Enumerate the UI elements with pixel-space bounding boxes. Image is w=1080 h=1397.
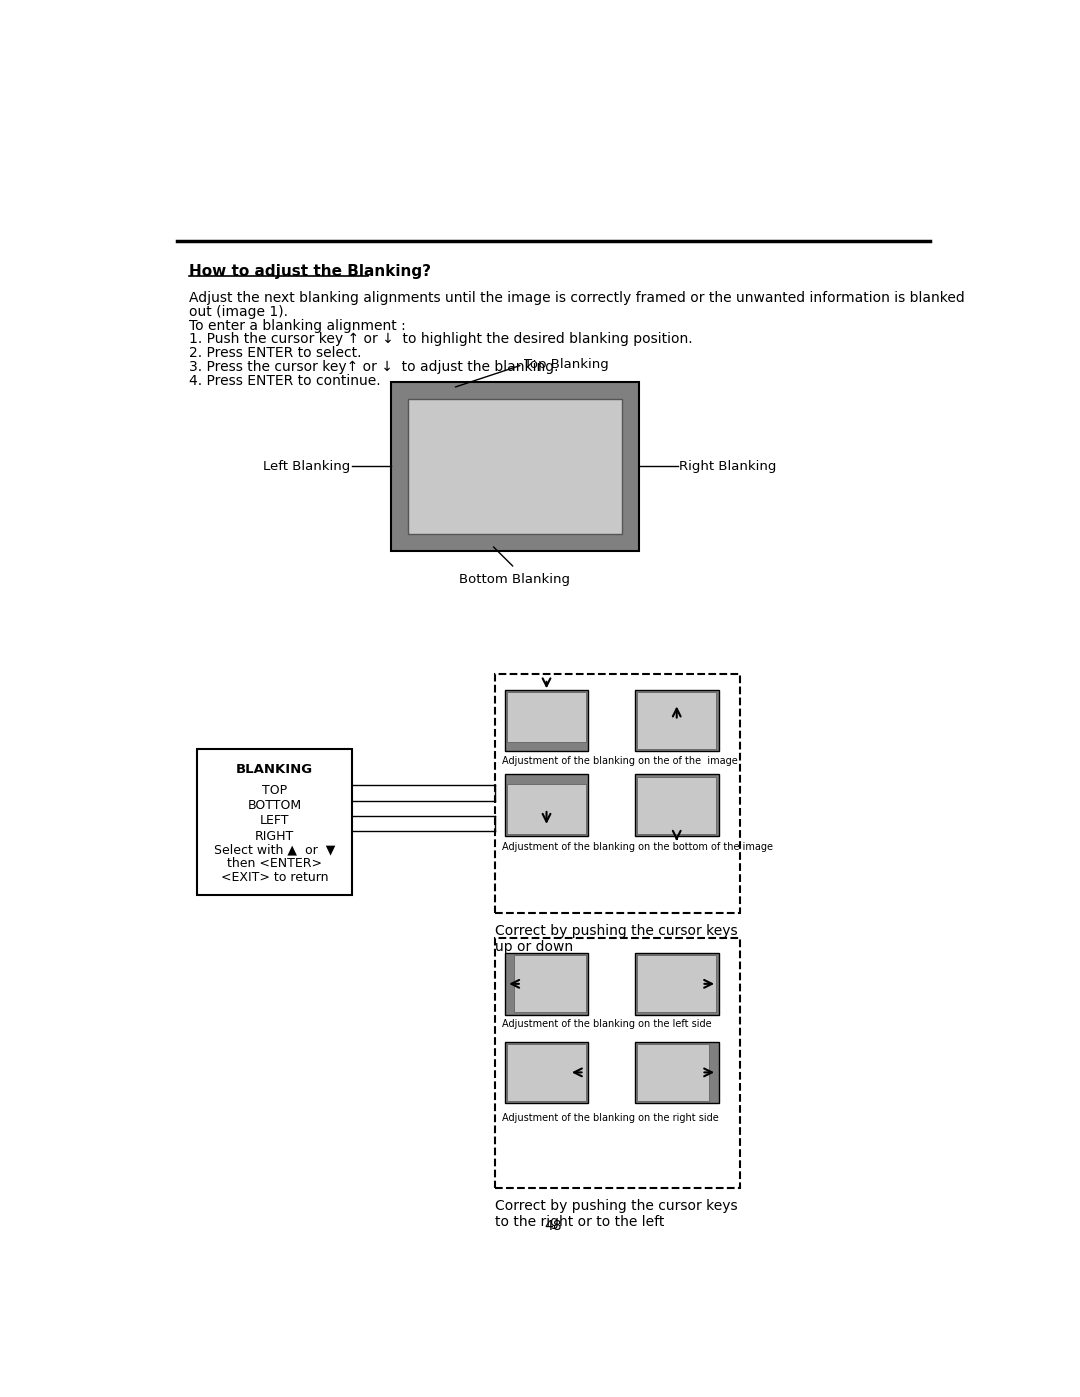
- Text: Right Blanking: Right Blanking: [679, 460, 777, 474]
- Text: <EXIT> to return: <EXIT> to return: [220, 870, 328, 884]
- Bar: [637, 956, 716, 1013]
- Text: 1. Push the cursor key ↑ or ↓  to highlight the desired blanking position.: 1. Push the cursor key ↑ or ↓ to highlig…: [189, 332, 693, 346]
- Text: Adjustment of the blanking on the left side: Adjustment of the blanking on the left s…: [501, 1020, 712, 1030]
- Text: Left Blanking: Left Blanking: [264, 460, 350, 474]
- Text: TOP: TOP: [262, 784, 287, 796]
- Text: out (image 1).: out (image 1).: [189, 305, 288, 319]
- Bar: [507, 784, 586, 834]
- Bar: [507, 692, 586, 742]
- Text: 2. Press ENTER to select.: 2. Press ENTER to select.: [189, 346, 362, 360]
- Text: Bottom Blanking: Bottom Blanking: [459, 573, 570, 585]
- Bar: [507, 1044, 586, 1101]
- Bar: [635, 690, 718, 752]
- Text: Correct by pushing the cursor keys
up or down: Correct by pushing the cursor keys up or…: [496, 923, 738, 954]
- Bar: [504, 774, 589, 835]
- Bar: [504, 1042, 589, 1104]
- Text: 48: 48: [544, 1218, 563, 1232]
- Text: RIGHT: RIGHT: [255, 830, 294, 842]
- Text: BLANKING: BLANKING: [235, 763, 313, 775]
- Bar: [635, 953, 718, 1014]
- Text: Select with ▲  or  ▼: Select with ▲ or ▼: [214, 842, 335, 856]
- Bar: [635, 1042, 718, 1104]
- Bar: [514, 956, 586, 1013]
- Bar: [637, 777, 716, 834]
- Bar: [504, 690, 589, 752]
- Text: Top Blanking: Top Blanking: [524, 358, 609, 372]
- Text: BOTTOM: BOTTOM: [247, 799, 301, 812]
- Text: then <ENTER>: then <ENTER>: [227, 856, 322, 870]
- Bar: [637, 1044, 710, 1101]
- Bar: [408, 398, 622, 534]
- Text: To enter a blanking alignment :: To enter a blanking alignment :: [189, 319, 406, 332]
- Text: LEFT: LEFT: [260, 814, 289, 827]
- Bar: [197, 749, 352, 895]
- Bar: [391, 381, 638, 550]
- Bar: [496, 675, 740, 914]
- Bar: [635, 774, 718, 835]
- Text: 4. Press ENTER to continue.: 4. Press ENTER to continue.: [189, 374, 381, 388]
- Text: Adjust the next blanking alignments until the image is correctly framed or the u: Adjust the next blanking alignments unti…: [189, 291, 966, 305]
- Text: Adjustment of the blanking on the right side: Adjustment of the blanking on the right …: [501, 1113, 718, 1123]
- Text: Correct by pushing the cursor keys
to the right or to the left: Correct by pushing the cursor keys to th…: [496, 1199, 738, 1229]
- Text: Adjustment of the blanking on the of the  image: Adjustment of the blanking on the of the…: [501, 756, 738, 766]
- Text: How to adjust the Blanking?: How to adjust the Blanking?: [189, 264, 431, 279]
- Text: Adjustment of the blanking on the bottom of the image: Adjustment of the blanking on the bottom…: [501, 842, 772, 852]
- Bar: [504, 953, 589, 1014]
- Text: 3. Press the cursor key↑ or ↓  to adjust the blanking.: 3. Press the cursor key↑ or ↓ to adjust …: [189, 360, 558, 374]
- Bar: [496, 937, 740, 1187]
- Bar: [637, 692, 716, 749]
